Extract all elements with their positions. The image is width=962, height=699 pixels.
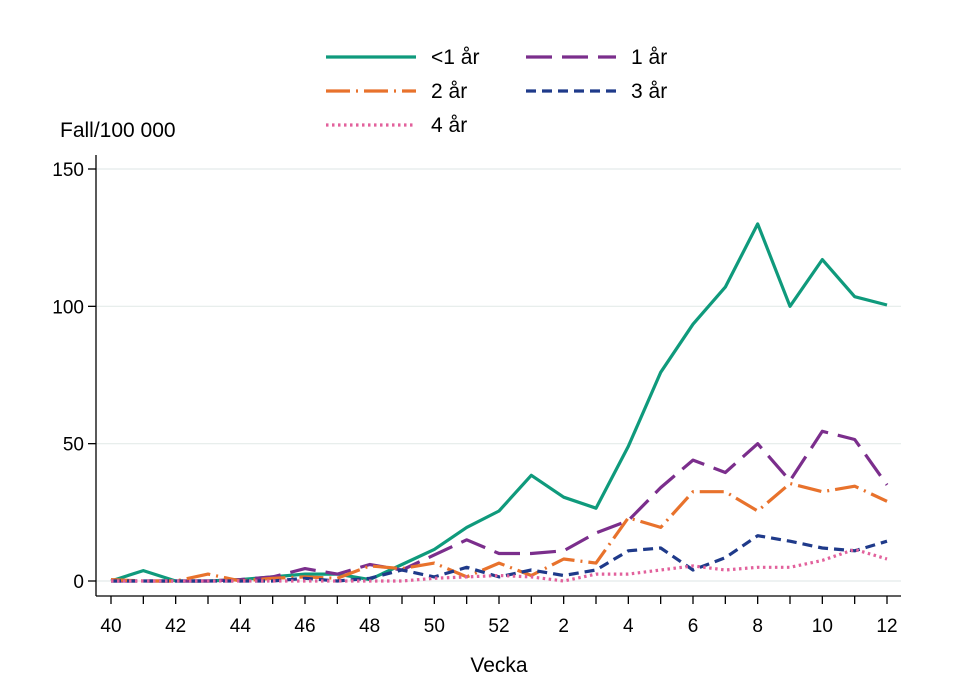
legend-label: 4 år [431,114,467,137]
x-tick-label: 8 [752,616,763,637]
series-line-1 [111,429,889,583]
x-tick-label: 6 [688,616,699,637]
series-line-4 [111,547,888,583]
y-axis-title: Fall/100 000 [60,119,176,142]
x-axis-title: Vecka [470,654,528,677]
x-tick-label: 52 [488,616,509,637]
y-tick-label: 100 [52,297,84,318]
x-tick-label: 12 [876,616,897,637]
x-tick-label: 44 [230,616,252,637]
legend-label: 3 år [631,80,667,103]
series-line-0 [110,222,888,583]
x-tick-label: 46 [294,616,315,637]
x-tick-label: 40 [100,616,121,637]
legend-label: <1 år [431,46,479,69]
x-tick-label: 2 [558,616,569,637]
legend-label: 2 år [431,80,467,103]
y-tick-label: 150 [52,160,84,181]
y-tick-label: 0 [73,572,84,593]
legend-label: 1 år [631,46,667,69]
gridlines [96,168,901,582]
x-tick-label: 10 [812,616,833,637]
y-tick-label: 50 [63,435,84,456]
series-line-3 [111,534,888,583]
x-tick-label: 4 [623,616,634,637]
legend: <1 år 1 år 2 år 3 år 4 år [326,46,667,137]
x-tick-label: 42 [165,616,186,637]
x-tick-label: 50 [424,616,445,637]
x-tick-label: 48 [359,616,380,637]
series-lines [110,222,889,583]
